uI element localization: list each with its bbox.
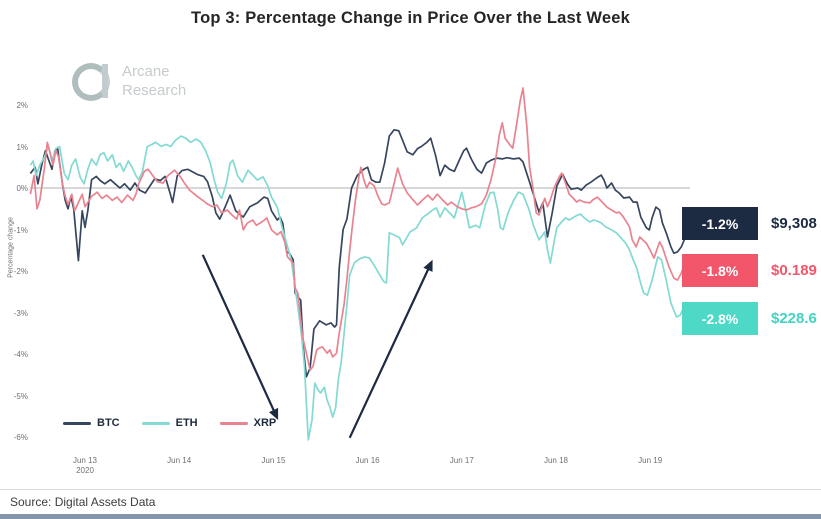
x-tick-label: Jun 19 [638,456,663,465]
btc-price: $9,308 [771,215,817,232]
y-tick-label: -6% [13,433,28,442]
xrp-price: $0.189 [771,262,817,279]
series-line-xrp [29,87,686,372]
annotation-arrowhead-recovery [423,259,433,272]
x-tick-label: Jun 14 [167,456,192,465]
eth-callout: -2.8% $228.6 [682,302,817,335]
legend-label: ETH [175,417,198,429]
legend-swatch-eth [141,421,170,425]
btc-callout: -1.2% $9,308 [682,207,817,240]
chart-legend: BTC ETH XRP [63,417,276,429]
x-tick-label: Jun 15 [261,456,286,465]
x-tick-label: Jun 17 [449,456,474,465]
y-tick-label: -4% [13,350,28,359]
y-tick-label: 2% [16,101,28,110]
logo-text: Arcane Research [122,63,187,99]
eth-change-badge: -2.8% [682,302,758,335]
series-line-btc [29,129,686,378]
eth-price: $228.6 [771,310,817,327]
legend-label: BTC [97,417,120,429]
annotation-arrowhead-crash [269,407,279,420]
y-tick-label: -1% [13,225,28,235]
legend-swatch-xrp [219,421,248,425]
page-title: Top 3: Percentage Change in Price Over t… [191,9,630,27]
legend-swatch-btc [63,421,91,425]
bottom-accent-bar [0,514,821,519]
arcane-research-logo: Arcane Research [72,62,187,101]
series-line-eth [29,135,686,441]
source-credit: Source: Digital Assets Data [10,495,156,509]
y-tick-label: -3% [13,308,28,318]
x-tick-label: Jun 16 [355,456,380,465]
x-tick-label: Jun 13 2020 [72,456,98,475]
legend-item-eth: ETH [141,417,198,429]
legend-item-btc: BTC [63,417,120,429]
y-tick-label: 1% [16,142,28,152]
y-tick-label: -2% [13,267,28,276]
y-tick-label: -5% [13,391,28,401]
x-tick-label: Jun 18 [543,456,569,465]
btc-change-badge: -1.2% [682,207,758,240]
arcane-logo-icon [72,63,110,101]
xrp-change-badge: -1.8% [682,254,758,287]
xrp-callout: -1.8% $0.189 [682,254,817,287]
legend-item-xrp: XRP [219,417,277,429]
y-tick-label: 0% [16,184,28,193]
footer-divider [0,489,821,490]
annotation-arrow-crash [201,254,277,415]
legend-label: XRP [253,417,277,429]
annotation-arrow-recovery [348,264,432,439]
